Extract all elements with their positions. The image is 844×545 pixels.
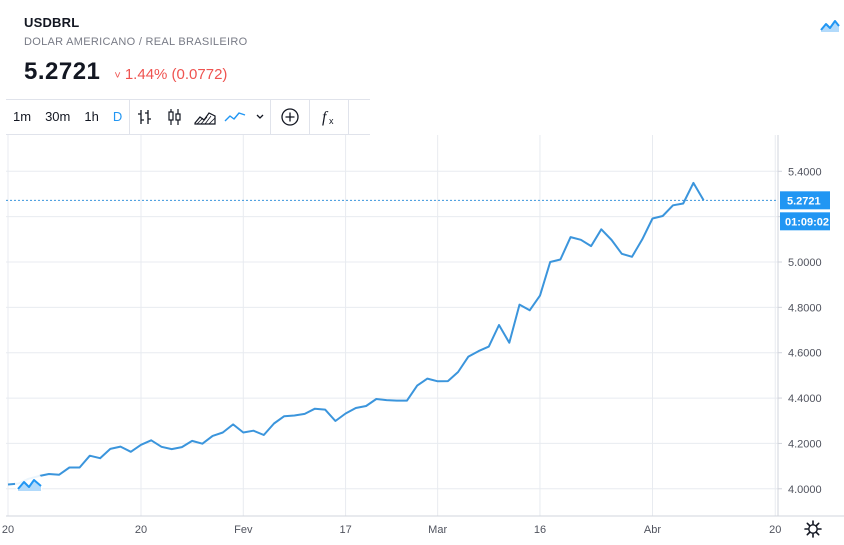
x-tick-label: 17	[339, 524, 351, 536]
price-change: ˅ 1.44% (0.0772)	[114, 66, 227, 83]
series-line[interactable]	[7, 181, 705, 486]
y-tick-label: 4.4000	[788, 393, 822, 405]
symbol-name[interactable]: USDBRL	[24, 15, 80, 30]
countdown-tag-label: 01:09:02	[785, 216, 829, 228]
candlestick-icon[interactable]	[160, 100, 190, 134]
settings-gear-icon[interactable]	[804, 520, 822, 538]
x-tick-label: 20	[769, 524, 781, 536]
y-tick-label: 5.4000	[788, 166, 822, 178]
y-tick-label: 5.0000	[788, 257, 822, 269]
tradingview-logo-icon[interactable]	[818, 14, 842, 38]
price-row: 5.2721 ˅ 1.44% (0.0772)	[24, 58, 227, 90]
line-chart-icon[interactable]	[220, 100, 250, 134]
last-price-tag	[780, 191, 830, 210]
y-tick-label: 4.8000	[788, 302, 822, 314]
x-tick-label: Mar	[428, 524, 447, 536]
vertical-gridlines	[7, 135, 776, 516]
add-compare-icon[interactable]	[271, 100, 309, 134]
price-change-value: 1.44% (0.0772)	[124, 66, 228, 83]
change-down-arrow-icon: ˅	[114, 70, 121, 82]
symbol-description: DOLAR AMERICANO / REAL BRASILEIRO	[24, 36, 248, 48]
series-points	[6, 181, 706, 487]
svg-text:f: f	[322, 109, 329, 126]
x-tick-label: Fev	[234, 524, 253, 536]
last-price: 5.2721	[24, 58, 101, 85]
last-price-tag-label: 5.2721	[787, 195, 821, 207]
price-tags: 5.2721 01:09:02	[780, 191, 830, 231]
chevron-down-icon[interactable]	[250, 100, 270, 134]
watermark-logo-icon	[15, 470, 43, 498]
bar-chart-icon[interactable]	[130, 100, 160, 134]
horizontal-gridlines	[6, 170, 778, 490]
y-tick-label: 4.2000	[788, 438, 822, 450]
countdown-tag	[780, 212, 830, 231]
toolbar-divider	[348, 100, 350, 134]
svg-text:x: x	[329, 116, 334, 126]
interval-1h-button[interactable]: 1h	[84, 109, 99, 124]
toolbar-divider	[270, 100, 272, 134]
area-chart-icon[interactable]	[190, 100, 220, 134]
symbol-header: USDBRL	[24, 14, 79, 32]
x-tick-label: 20	[135, 524, 147, 536]
toolbar-divider	[309, 100, 311, 134]
interval-30m-button[interactable]: 30m	[45, 109, 71, 124]
x-tick-label: Abr	[644, 524, 661, 536]
interval-1m-button[interactable]: 1m	[13, 109, 32, 124]
time-axis-labels: 20 20 Fev 17 Mar 16 Abr 20	[2, 524, 782, 536]
x-tick-label: 16	[534, 524, 546, 536]
interval-d-button[interactable]: D	[112, 109, 123, 124]
y-tick-label: 4.0000	[788, 484, 822, 496]
toolbar-divider	[129, 100, 131, 134]
y-tick-label: 4.6000	[788, 348, 822, 360]
x-tick-label: 20	[2, 524, 14, 536]
